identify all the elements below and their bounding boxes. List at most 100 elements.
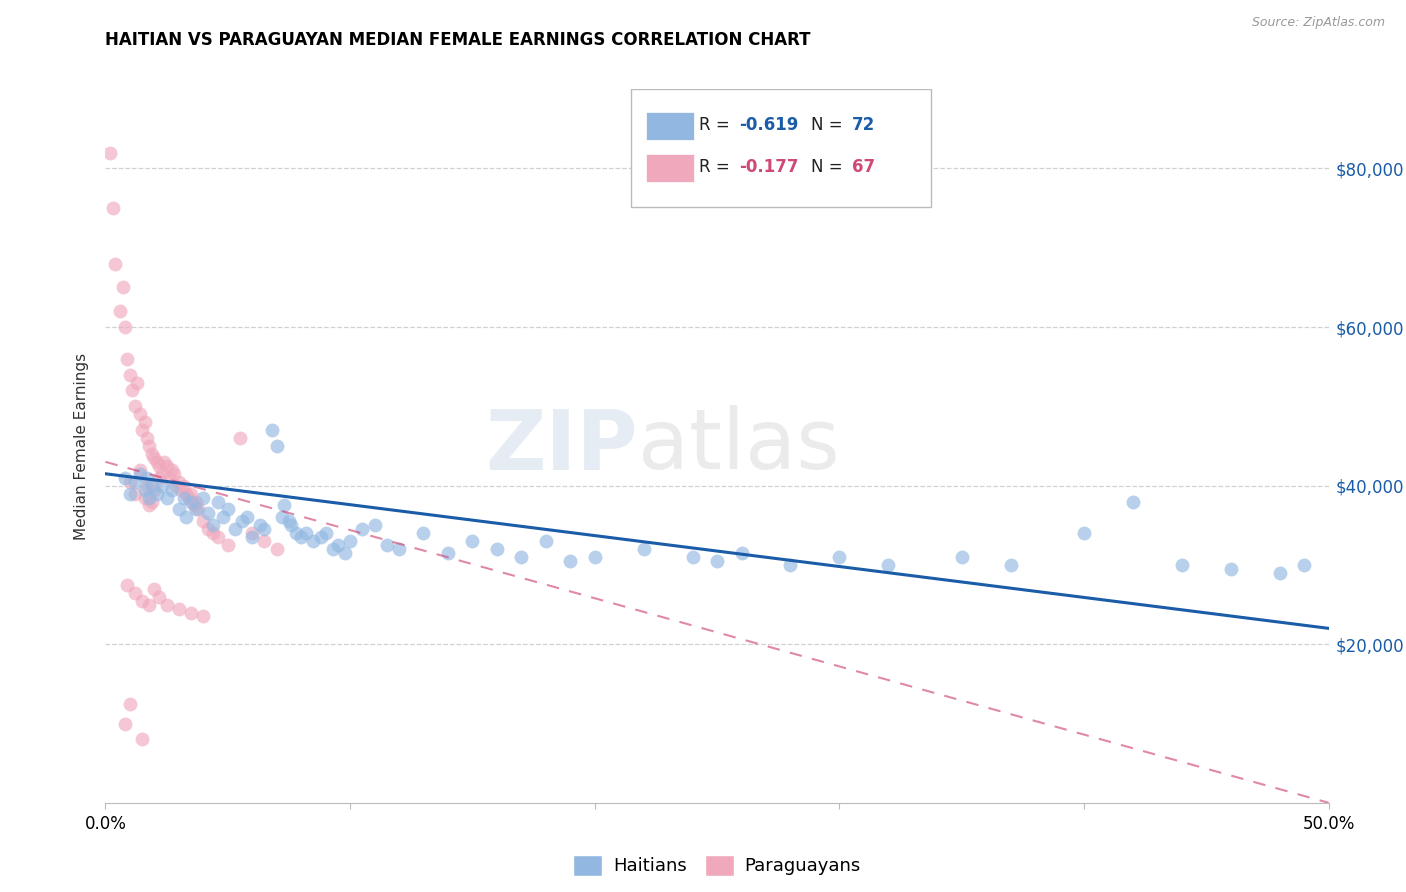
Point bbox=[202, 518, 225, 533]
Point bbox=[730, 546, 752, 560]
Point bbox=[117, 578, 139, 592]
Text: atlas: atlas bbox=[637, 406, 839, 486]
Point bbox=[212, 510, 235, 524]
Point bbox=[124, 475, 146, 489]
Point bbox=[207, 494, 229, 508]
Point bbox=[134, 491, 156, 505]
Point bbox=[315, 526, 337, 541]
Point bbox=[180, 486, 202, 500]
Point bbox=[183, 499, 205, 513]
Point bbox=[1000, 558, 1022, 572]
Point bbox=[138, 598, 160, 612]
Point bbox=[134, 415, 156, 429]
Point bbox=[266, 542, 288, 557]
Point bbox=[173, 478, 195, 492]
Point bbox=[156, 458, 179, 473]
Point bbox=[322, 542, 344, 557]
Point bbox=[150, 478, 173, 492]
Point bbox=[136, 478, 159, 492]
Point bbox=[143, 582, 166, 596]
Point bbox=[217, 502, 239, 516]
Point bbox=[138, 439, 160, 453]
Point bbox=[167, 601, 190, 615]
Point bbox=[335, 546, 357, 560]
Point bbox=[167, 475, 190, 489]
Point bbox=[184, 494, 207, 508]
Point bbox=[217, 538, 239, 552]
Point bbox=[131, 732, 153, 747]
Point bbox=[121, 384, 143, 398]
Text: R =: R = bbox=[699, 158, 735, 176]
Point bbox=[124, 486, 146, 500]
Text: ZIP: ZIP bbox=[485, 406, 637, 486]
Point bbox=[165, 478, 187, 492]
FancyBboxPatch shape bbox=[631, 89, 931, 207]
FancyBboxPatch shape bbox=[647, 154, 693, 182]
Point bbox=[118, 697, 141, 711]
Point bbox=[167, 502, 190, 516]
Point bbox=[412, 526, 434, 541]
Y-axis label: Median Female Earnings: Median Female Earnings bbox=[75, 352, 90, 540]
Point bbox=[202, 526, 225, 541]
Point bbox=[779, 558, 801, 572]
Text: 67: 67 bbox=[852, 158, 875, 176]
Point bbox=[177, 491, 200, 505]
Point bbox=[1268, 566, 1291, 580]
Point bbox=[240, 530, 263, 544]
Text: HAITIAN VS PARAGUAYAN MEDIAN FEMALE EARNINGS CORRELATION CHART: HAITIAN VS PARAGUAYAN MEDIAN FEMALE EARN… bbox=[105, 31, 811, 49]
Point bbox=[375, 538, 398, 552]
Point bbox=[363, 518, 385, 533]
Point bbox=[148, 590, 170, 604]
Point bbox=[309, 530, 332, 544]
Point bbox=[180, 606, 202, 620]
Point bbox=[118, 475, 141, 489]
Point bbox=[136, 431, 159, 445]
Point bbox=[124, 400, 146, 414]
Point bbox=[180, 494, 202, 508]
Point bbox=[326, 538, 349, 552]
Point bbox=[146, 455, 169, 469]
Point bbox=[128, 407, 150, 421]
Point bbox=[141, 447, 163, 461]
Point bbox=[160, 463, 183, 477]
Point bbox=[828, 549, 851, 564]
Text: -0.177: -0.177 bbox=[740, 158, 799, 176]
Point bbox=[98, 145, 121, 160]
Point bbox=[583, 549, 606, 564]
Point bbox=[1073, 526, 1095, 541]
Point bbox=[193, 609, 215, 624]
Point bbox=[461, 534, 484, 549]
Point bbox=[224, 522, 246, 536]
Point bbox=[485, 542, 508, 557]
Point bbox=[104, 257, 127, 271]
Text: R =: R = bbox=[699, 116, 735, 134]
Point bbox=[236, 510, 259, 524]
Point bbox=[156, 598, 179, 612]
Point bbox=[131, 423, 153, 437]
Point bbox=[280, 518, 302, 533]
Point bbox=[1219, 562, 1241, 576]
Point bbox=[173, 491, 195, 505]
Point bbox=[160, 483, 183, 497]
Point bbox=[174, 486, 197, 500]
Point bbox=[138, 499, 160, 513]
Point bbox=[682, 549, 704, 564]
Point bbox=[437, 546, 460, 560]
Point bbox=[633, 542, 655, 557]
Point bbox=[193, 491, 215, 505]
Point bbox=[510, 549, 533, 564]
Point bbox=[108, 304, 131, 318]
Point bbox=[560, 554, 582, 568]
Point bbox=[141, 494, 163, 508]
Point bbox=[352, 522, 374, 536]
Point bbox=[153, 455, 176, 469]
Point bbox=[260, 423, 283, 437]
Point bbox=[950, 549, 973, 564]
Point bbox=[253, 534, 276, 549]
Point bbox=[136, 471, 159, 485]
Point bbox=[193, 514, 215, 528]
Point bbox=[231, 514, 253, 528]
Point bbox=[877, 558, 900, 572]
Text: -0.619: -0.619 bbox=[740, 116, 799, 134]
Point bbox=[197, 507, 219, 521]
